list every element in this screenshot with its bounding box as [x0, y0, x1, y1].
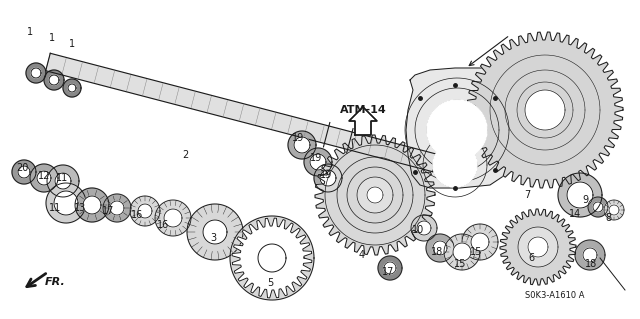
Polygon shape — [232, 218, 312, 298]
Polygon shape — [47, 165, 79, 197]
Text: 6: 6 — [528, 253, 534, 263]
Text: 10: 10 — [412, 225, 424, 235]
Text: 19: 19 — [310, 153, 322, 163]
Text: 9: 9 — [582, 195, 588, 205]
Polygon shape — [411, 215, 437, 241]
Polygon shape — [433, 143, 477, 187]
Text: 13: 13 — [74, 203, 86, 213]
Polygon shape — [518, 227, 558, 267]
Text: 3: 3 — [210, 233, 216, 243]
Polygon shape — [315, 135, 435, 255]
Text: 19: 19 — [292, 133, 304, 143]
Text: 15: 15 — [470, 247, 482, 257]
Polygon shape — [130, 196, 160, 226]
Text: 14: 14 — [569, 209, 581, 219]
Polygon shape — [567, 182, 593, 208]
Polygon shape — [310, 154, 326, 170]
Polygon shape — [417, 221, 431, 235]
Polygon shape — [575, 240, 605, 270]
Polygon shape — [230, 216, 314, 300]
Polygon shape — [357, 177, 393, 213]
Polygon shape — [525, 90, 565, 130]
Text: ATM-14: ATM-14 — [340, 105, 387, 115]
Text: 12: 12 — [38, 171, 50, 181]
Text: 11: 11 — [56, 173, 68, 183]
Polygon shape — [164, 209, 182, 227]
Polygon shape — [467, 32, 623, 188]
Polygon shape — [55, 173, 71, 189]
Polygon shape — [314, 164, 342, 192]
Polygon shape — [294, 137, 310, 153]
Polygon shape — [604, 200, 624, 220]
Polygon shape — [288, 131, 316, 159]
Polygon shape — [433, 241, 447, 255]
Text: 2: 2 — [182, 150, 188, 160]
Text: 1: 1 — [27, 27, 33, 37]
Polygon shape — [18, 166, 30, 178]
Text: FR.: FR. — [45, 277, 65, 287]
Polygon shape — [54, 191, 78, 215]
Polygon shape — [68, 84, 76, 92]
Polygon shape — [426, 234, 454, 262]
Polygon shape — [384, 262, 396, 274]
Text: 15: 15 — [454, 259, 466, 269]
Polygon shape — [46, 183, 86, 223]
Polygon shape — [588, 197, 608, 217]
Polygon shape — [26, 63, 46, 83]
Polygon shape — [138, 204, 152, 218]
Polygon shape — [103, 194, 131, 222]
Polygon shape — [378, 256, 402, 280]
Polygon shape — [406, 68, 510, 188]
Polygon shape — [320, 170, 336, 186]
Polygon shape — [63, 79, 81, 97]
Polygon shape — [12, 160, 36, 184]
Polygon shape — [525, 90, 565, 130]
Polygon shape — [155, 200, 191, 236]
Text: 17: 17 — [102, 206, 114, 216]
Polygon shape — [609, 205, 619, 215]
Polygon shape — [110, 201, 124, 215]
Text: 8: 8 — [605, 213, 611, 223]
Polygon shape — [187, 204, 243, 260]
Polygon shape — [49, 75, 59, 85]
Polygon shape — [30, 164, 58, 192]
Polygon shape — [500, 209, 576, 285]
Polygon shape — [258, 244, 286, 272]
Polygon shape — [37, 171, 51, 185]
Polygon shape — [528, 237, 548, 257]
Polygon shape — [583, 248, 597, 262]
Polygon shape — [593, 202, 603, 212]
Text: 20: 20 — [16, 163, 28, 173]
Text: S0K3-A1610 A: S0K3-A1610 A — [525, 292, 585, 300]
Polygon shape — [203, 220, 227, 244]
Polygon shape — [83, 196, 101, 214]
Polygon shape — [462, 224, 498, 260]
Text: 17: 17 — [382, 267, 394, 277]
Polygon shape — [427, 100, 487, 160]
Text: 18: 18 — [585, 259, 597, 269]
Polygon shape — [453, 243, 471, 261]
Polygon shape — [75, 188, 109, 222]
Polygon shape — [444, 234, 480, 270]
Polygon shape — [471, 233, 489, 251]
Polygon shape — [304, 148, 332, 176]
Polygon shape — [558, 173, 602, 217]
Text: 16: 16 — [131, 210, 143, 220]
Polygon shape — [528, 237, 548, 257]
Text: 1: 1 — [49, 33, 55, 43]
Text: 18: 18 — [431, 247, 443, 257]
Text: 5: 5 — [267, 278, 273, 288]
Text: 1: 1 — [69, 39, 75, 49]
Polygon shape — [44, 70, 64, 90]
Text: 11: 11 — [49, 203, 61, 213]
Text: 7: 7 — [524, 190, 530, 200]
Polygon shape — [367, 187, 383, 203]
Polygon shape — [31, 68, 41, 78]
Text: 4: 4 — [359, 250, 365, 260]
Text: 19: 19 — [320, 170, 332, 180]
Polygon shape — [349, 107, 377, 135]
Text: 16: 16 — [157, 220, 169, 230]
Polygon shape — [367, 187, 383, 203]
Polygon shape — [45, 53, 437, 172]
